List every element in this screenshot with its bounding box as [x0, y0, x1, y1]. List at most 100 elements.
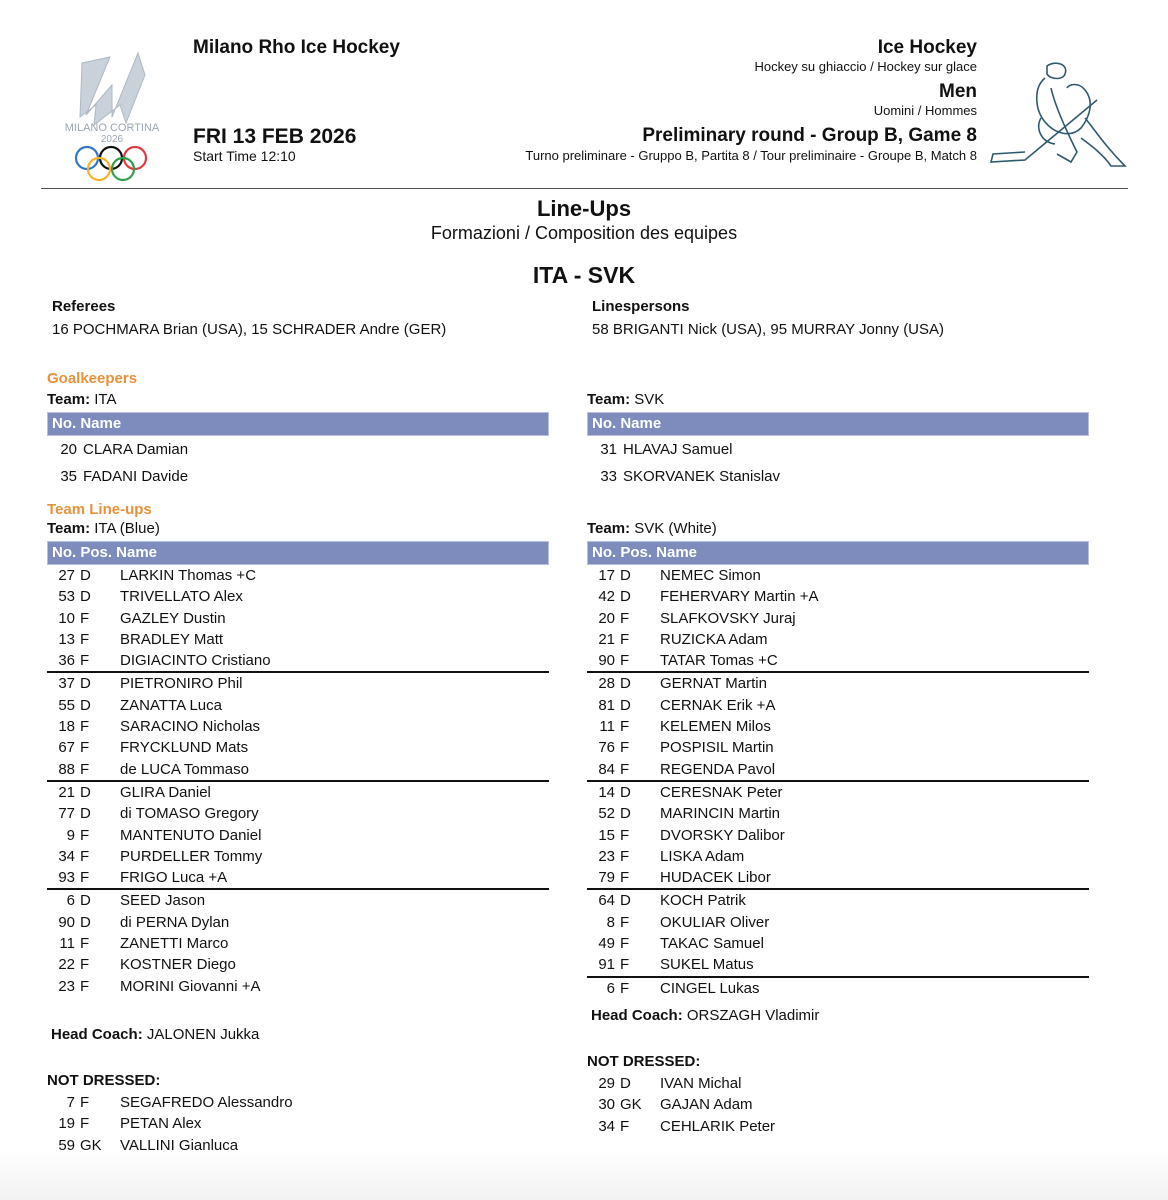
player-number: 52 [598, 805, 615, 823]
lineup-row: 93 F FRIGO Luca +A [47, 867, 549, 888]
player-number: 19 [58, 1115, 75, 1133]
player-number: 91 [598, 956, 615, 974]
milano-cortina-logo: MILANO CORTINA 2026 [50, 45, 174, 185]
head-coach: Head Coach: JALONEN Jukka [47, 1026, 549, 1043]
player-number: 11 [599, 718, 615, 736]
player-position: F [620, 935, 630, 953]
lineup-row: 28 D GERNAT Martin [587, 673, 1089, 694]
player-number: 7 [66, 1093, 75, 1111]
player-name: SLAFKOVSKY Juraj [660, 609, 796, 627]
olympic-logo-icon: MILANO CORTINA 2026 [65, 51, 160, 182]
player-number: 67 [58, 739, 75, 757]
player-position: F [620, 718, 630, 736]
player-number: 10 [58, 609, 75, 627]
referees-value: 16 POCHMARA Brian (USA), 15 SCHRADER And… [52, 321, 447, 338]
lineup-row: 27 D LARKIN Thomas +C [47, 565, 549, 586]
player-position: D [620, 1074, 631, 1092]
player-name: LARKIN Thomas +C [120, 567, 257, 584]
lineup-row: 23 F MORINI Giovanni +A [47, 976, 549, 997]
player-position: F [620, 826, 630, 844]
player-name: FEHERVARY Martin +A [660, 588, 819, 606]
line-group: 17 D NEMEC Simon 42 D FEHERVARY Martin +A 20 F S… [587, 565, 1089, 671]
team-label: Team: [587, 520, 631, 537]
player-position: F [620, 1117, 630, 1135]
player-position: F [620, 630, 630, 648]
player-number: 88 [58, 760, 75, 778]
lineup-row: 76 F POSPISIL Martin [587, 737, 1089, 758]
player-position: D [620, 892, 631, 910]
player-number: 23 [598, 847, 615, 865]
player-number: 17 [598, 567, 615, 584]
player-position: D [80, 588, 91, 606]
player-number: 29 [598, 1074, 615, 1092]
player-position: F [620, 609, 630, 627]
line-group: 27 D LARKIN Thomas +C 53 D TRIVELLATO Alex 10 F… [47, 565, 549, 671]
venue: Milano Rho Ice Hockey [193, 37, 400, 58]
lineup-row: 11 F ZANETTI Marco [47, 933, 549, 954]
lineup-row: 81 D CERNAK Erik +A [587, 695, 1089, 716]
player-position: F [80, 1115, 90, 1133]
document-title: Line-Ups [536, 196, 632, 221]
lineup-row: 91 F SUKEL Matus [587, 954, 1089, 975]
lineup-table-header: No. Pos. Name [47, 541, 549, 565]
player-name: KOSTNER Diego [120, 956, 236, 974]
lineup-row: 11 F KELEMEN Milos [587, 716, 1089, 737]
player-position: F [80, 760, 90, 778]
lineup-row: 37 D PIETRONIRO Phil [47, 673, 549, 694]
start-time: Start Time 12:10 [193, 148, 296, 164]
goalkeeper-row: 31 HLAVAJ Samuel [587, 436, 1089, 463]
goalkeepers-table-header: No. Name [587, 412, 1089, 436]
player-name: TAKAC Samuel [660, 935, 764, 953]
line-group: 28 D GERNAT Martin 81 D CERNAK Erik +A 11 F KELE… [587, 671, 1089, 779]
player-number: 22 [58, 956, 75, 974]
player-position: F [80, 826, 90, 844]
player-name: FRIGO Luca +A [120, 869, 228, 887]
player-number: 34 [598, 1117, 615, 1135]
player-number: 64 [598, 892, 615, 910]
lineup-row: 49 F TAKAC Samuel [587, 933, 1089, 954]
player-name: de LUCA Tommaso [120, 760, 249, 778]
lineup-row: 53 D TRIVELLATO Alex [47, 586, 549, 607]
lineup-row: 21 F RUZICKA Adam [587, 629, 1089, 650]
player-number: 11 [59, 935, 75, 953]
lineup-row: 6 F CINGEL Lukas [587, 978, 1089, 999]
goalkeeper-row: 33 SKORVANEK Stanislav [587, 463, 1089, 490]
player-name: HUDACEK Libor [660, 869, 771, 887]
player-number: 18 [58, 718, 75, 736]
player-number: 13 [58, 630, 75, 648]
gk-team-label: Team: SVK [587, 391, 1089, 409]
player-number: 42 [598, 588, 615, 606]
player-number: 90 [58, 913, 75, 931]
player-name: IVAN Michal [660, 1074, 742, 1092]
goalkeepers-table-header: No. Name [47, 412, 549, 436]
line-group: 64 D KOCH Patrik 8 F OKULIAR Oliver 49 F TAKAC S… [587, 888, 1089, 975]
player-name: SKORVANEK Stanislav [623, 468, 781, 485]
referees-label: Referees [52, 298, 116, 315]
player-name: SARACINO Nicholas [120, 718, 261, 736]
player-number: 15 [598, 826, 615, 844]
gender-subtitle: Uomini / Hommes [873, 103, 977, 118]
player-position: D [80, 675, 91, 693]
lineup-row: 42 D FEHERVARY Martin +A [587, 586, 1089, 607]
player-number: 21 [598, 630, 615, 648]
lineup-row: 6 D SEED Jason [47, 890, 549, 911]
lineup-row: 84 F REGENDA Pavol [587, 759, 1089, 780]
player-number: 34 [58, 847, 75, 865]
player-position: D [620, 805, 631, 823]
lineup-row: 34 F PURDELLER Tommy [47, 846, 549, 867]
player-name: FRYCKLUND Mats [120, 739, 249, 757]
lineup-row: 67 F FRYCKLUND Mats [47, 737, 549, 758]
player-position: D [620, 675, 631, 693]
player-number: 53 [58, 588, 75, 606]
player-number: 6 [66, 892, 75, 910]
player-number: 20 [60, 441, 77, 458]
linespersons-value: 58 BRIGANTI Nick (USA), 95 MURRAY Jonny … [592, 321, 945, 338]
lineup-row: 36 F DIGIACINTO Cristiano [47, 650, 549, 671]
player-position: F [80, 847, 90, 865]
player-name: ZANATTA Luca [120, 696, 222, 714]
player-name: OKULIAR Oliver [660, 913, 770, 931]
lineup-team-name: ITA (Blue) [94, 520, 160, 537]
goalkeeper-row: 35 FADANI Davide [47, 463, 549, 490]
lineup-table-header: No. Pos. Name [587, 541, 1089, 565]
